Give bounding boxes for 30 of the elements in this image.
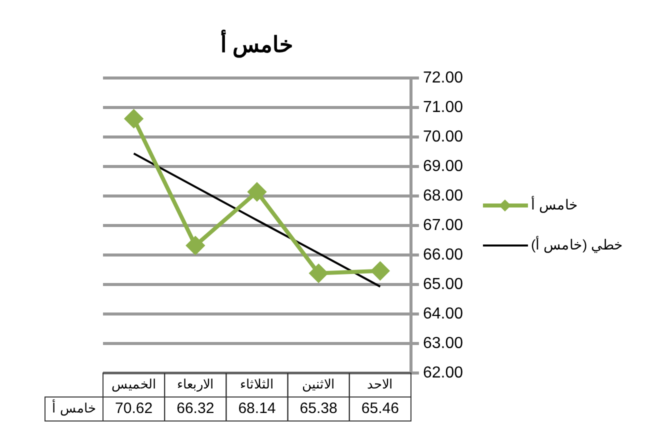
data-label: 68.14: [238, 400, 276, 418]
legend-label: خطي (خامس أ): [530, 234, 624, 254]
text: خامس أ: [52, 400, 96, 416]
data-label: 65.46: [361, 400, 399, 418]
y-tick-label: 64.00: [422, 305, 464, 322]
y-tick-label: 68.00: [422, 187, 464, 204]
data-label: 66.32: [176, 400, 214, 418]
x-tick-label: الثلاثاء: [240, 376, 274, 392]
point: [310, 264, 328, 282]
y-tick-label: 63.00: [422, 334, 464, 352]
legend-label: خامس أ: [530, 194, 578, 214]
x-tick-label: الاثنين: [302, 376, 336, 393]
y-tick-label: 72.00: [422, 69, 464, 86]
y-tick-label: 67.00: [422, 216, 464, 234]
point: [371, 262, 390, 280]
data-label: 70.62: [115, 400, 153, 418]
point: [186, 236, 204, 255]
y-tick-label: 62.00: [422, 364, 464, 382]
y-tick-label: 70.00: [422, 128, 464, 146]
chart-title: خامس أ: [220, 29, 294, 58]
x-tick-label: الاحد: [367, 376, 394, 392]
y-tick-label: 69.00: [422, 158, 464, 175]
point: [124, 110, 143, 128]
point: [248, 182, 266, 201]
x-tick-label: الاربعاء: [176, 376, 214, 393]
y-tick-label: 71.00: [422, 98, 464, 116]
y-tick-label: 65.00: [422, 276, 464, 293]
data-label: 65.38: [300, 400, 338, 418]
x-tick-label: الخميس: [111, 376, 156, 393]
y-tick-label: 66.00: [422, 246, 464, 264]
